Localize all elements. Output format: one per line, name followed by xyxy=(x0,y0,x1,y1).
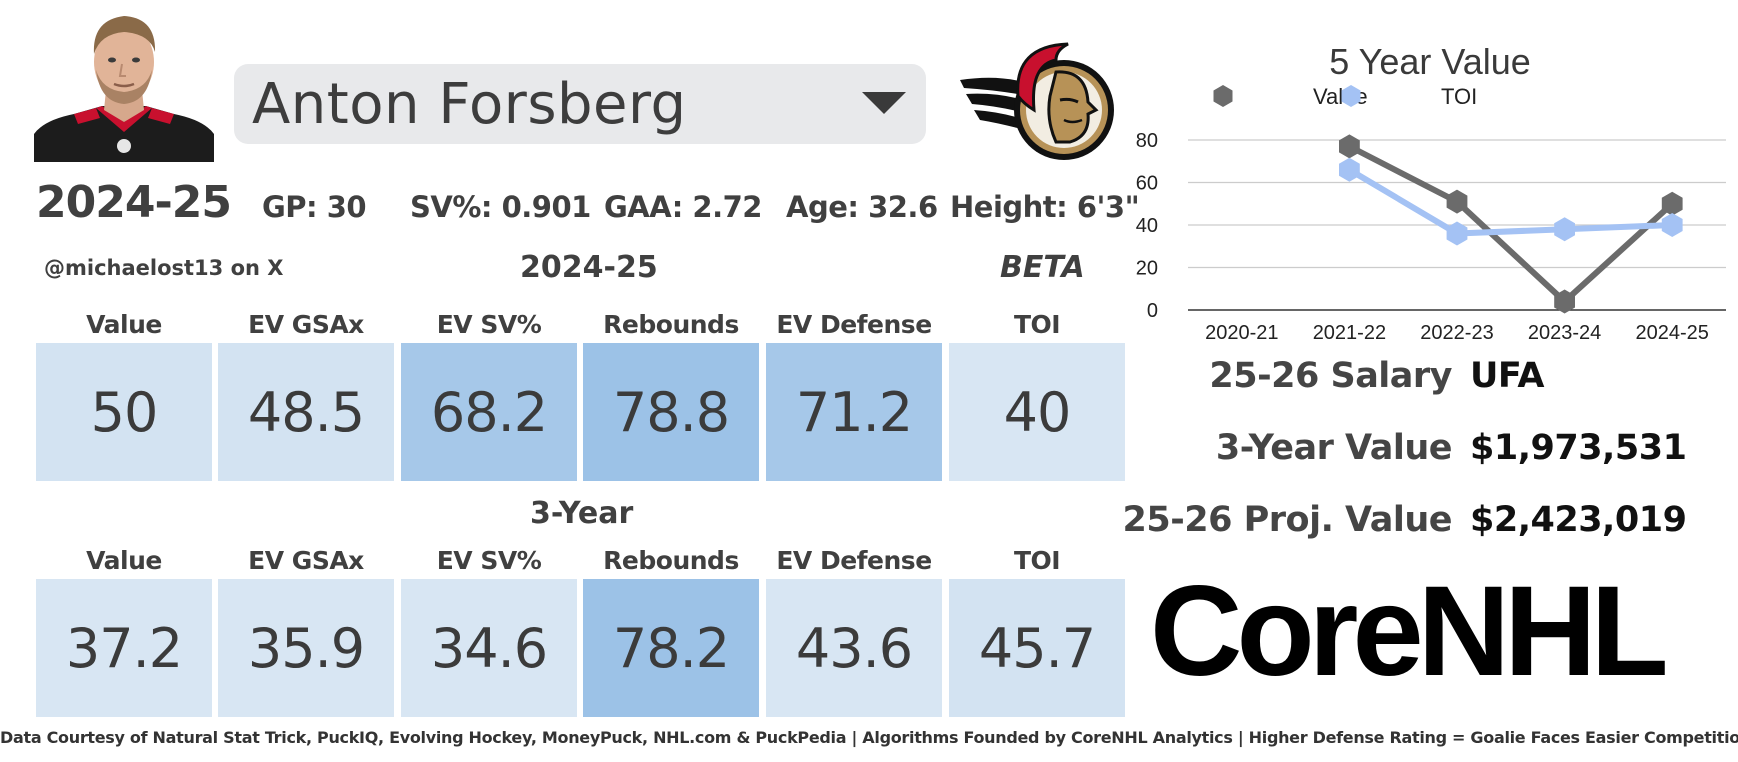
projected-value-label: 25-26 Proj. Value xyxy=(1122,500,1452,540)
three-year_metrics-cell: 45.7 xyxy=(949,579,1125,717)
x-tick-label: 2024-25 xyxy=(1635,322,1708,344)
series-line-value xyxy=(1348,143,1675,305)
season-metrics-label: EV Defense xyxy=(776,310,932,339)
salary-value: UFA xyxy=(1470,356,1544,396)
season-metrics-cell: 78.8 xyxy=(583,343,759,481)
author-handle: @michaelost13 on X xyxy=(44,256,284,280)
data-point-toi xyxy=(1661,213,1683,237)
three-year-section-title: 3-Year xyxy=(530,496,634,531)
x-tick-label: 2022-23 xyxy=(1420,322,1493,344)
player-name: Anton Forsberg xyxy=(252,71,687,137)
projected-value-amount: $2,423,019 xyxy=(1470,500,1687,540)
brand-wordmark: CoreNHL xyxy=(1150,560,1669,703)
beta-label: BETA xyxy=(1000,250,1085,285)
age-stat: Age: 32.6 xyxy=(786,190,938,224)
data-point-value xyxy=(1661,191,1683,216)
season-metrics-cell: 48.5 xyxy=(218,343,394,481)
chart-y-axis: 0 20 40 60 80 xyxy=(1136,130,1158,322)
chevron-down-icon[interactable] xyxy=(862,92,906,114)
chart-gridlines xyxy=(1188,139,1726,311)
three-year_metrics-cell: 78.2 xyxy=(583,579,759,717)
season-metrics-label: Value xyxy=(86,310,162,339)
three-year_metrics-label: TOI xyxy=(1013,546,1061,575)
season-metrics-label: Rebounds xyxy=(603,310,739,339)
player-photo xyxy=(34,6,214,162)
chart-legend: Value TOI xyxy=(1213,84,1477,109)
season-section-title: 2024-25 xyxy=(520,250,658,285)
player-select-dropdown[interactable]: Anton Forsberg xyxy=(234,64,926,144)
three-year-value-label: 3-Year Value xyxy=(1215,428,1453,468)
legend-marker xyxy=(1341,85,1361,107)
season-metrics-cell: 50 xyxy=(36,343,212,481)
data-point-toi xyxy=(1339,157,1360,182)
season-metrics-cell: 71.2 xyxy=(766,343,942,481)
y-tick-label: 0 xyxy=(1147,300,1158,322)
three-year_metrics-label: Value xyxy=(86,546,162,575)
legend-label: TOI xyxy=(1441,84,1477,109)
three-year_metrics-label: EV Defense xyxy=(776,546,932,575)
data-point-value xyxy=(1339,134,1360,159)
series-line-toi xyxy=(1347,167,1673,237)
chart-series xyxy=(1339,134,1683,314)
data-point-value xyxy=(1554,289,1575,314)
goals-against-average-stat: GAA: 2.72 xyxy=(604,190,762,224)
three-year_metrics-cell: 43.6 xyxy=(766,579,942,717)
x-tick-label: 2021-22 xyxy=(1313,322,1386,344)
y-tick-label: 60 xyxy=(1136,173,1158,195)
season-metrics-label: TOI xyxy=(1013,310,1061,339)
season-metrics-cell: 40 xyxy=(949,343,1125,481)
data-point-toi xyxy=(1554,217,1575,242)
y-tick-label: 80 xyxy=(1136,130,1158,152)
season-label: 2024-25 xyxy=(36,177,232,228)
legend-marker xyxy=(1213,85,1233,107)
height-stat: Height: 6'3" xyxy=(950,190,1140,224)
data-point-toi xyxy=(1446,221,1468,246)
season-metrics-label: EV GSAx xyxy=(248,310,364,339)
three-year_metrics-cell: 35.9 xyxy=(218,579,394,717)
x-tick-label: 2020-21 xyxy=(1205,322,1278,344)
footer-credits: Data Courtesy of Natural Stat Trick, Puc… xyxy=(0,728,1738,747)
three-year_metrics-cell: 37.2 xyxy=(36,579,212,717)
three-year-value-amount: $1,973,531 xyxy=(1470,428,1687,468)
three-year_metrics-cell: 34.6 xyxy=(401,579,577,717)
data-point-value xyxy=(1446,189,1468,214)
season-metrics-label: EV SV% xyxy=(436,310,542,339)
chart-title: 5 Year Value xyxy=(1329,41,1531,82)
games-played-stat: GP: 30 xyxy=(262,190,367,224)
chart-x-axis: 2020-21 2021-22 2022-23 2023-24 2024-25 xyxy=(1205,322,1709,344)
y-tick-label: 20 xyxy=(1136,258,1158,280)
y-tick-label: 40 xyxy=(1136,215,1158,237)
save-percentage-stat: SV%: 0.901 xyxy=(410,190,591,224)
salary-label: 25-26 Salary xyxy=(1209,356,1452,396)
three-year_metrics-label: Rebounds xyxy=(603,546,739,575)
three-year_metrics-label: EV GSAx xyxy=(248,546,364,575)
x-tick-label: 2023-24 xyxy=(1528,322,1601,344)
season-metrics-cell: 68.2 xyxy=(401,343,577,481)
corenhl-logo: CoreNHL xyxy=(1150,560,1720,703)
team-logo xyxy=(960,40,1116,170)
three-year_metrics-label: EV SV% xyxy=(436,546,542,575)
